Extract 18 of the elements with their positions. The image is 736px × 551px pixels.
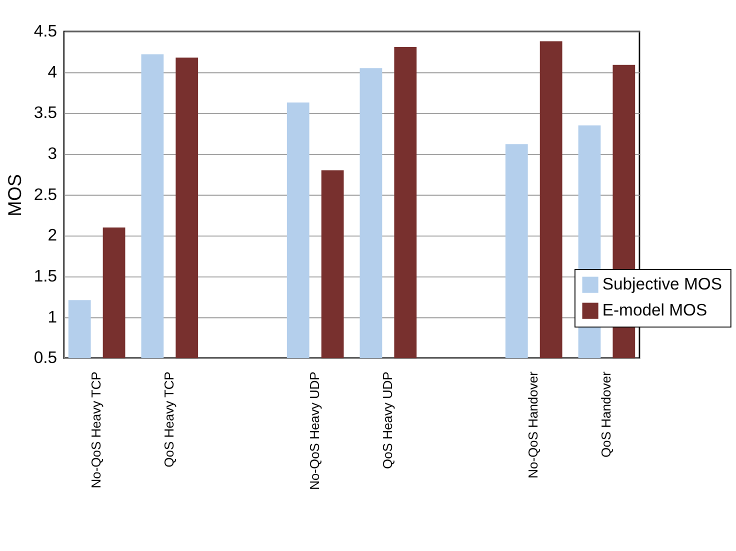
y-axis-title: MOS <box>4 174 25 216</box>
legend-label: E-model MOS <box>602 300 708 320</box>
y-tick-label: 2 <box>48 226 58 245</box>
x-tick-label: QoS Heavy UDP <box>380 372 395 470</box>
x-tick-label: QoS Handover <box>598 370 614 458</box>
y-tick-label: 2.5 <box>34 184 58 204</box>
x-tick-label: No-QoS Heavy TCP <box>88 372 104 488</box>
y-tick-label: 3 <box>48 144 58 164</box>
legend-label: Subjective MOS <box>602 274 722 294</box>
x-tick-label: QoS Heavy TCP <box>161 372 176 468</box>
y-tick-label: 3.5 <box>34 103 58 122</box>
x-tick-label: No-QoS Handover <box>526 370 541 478</box>
y-tick-label: 4 <box>48 62 58 82</box>
y-tick-label: 1 <box>48 307 58 326</box>
x-tick-label: No-QoS Heavy UDP <box>307 372 322 490</box>
y-tick-label: 0.5 <box>34 348 58 368</box>
y-tick-label: 1.5 <box>34 266 58 286</box>
y-tick-label: 4.5 <box>34 22 58 41</box>
